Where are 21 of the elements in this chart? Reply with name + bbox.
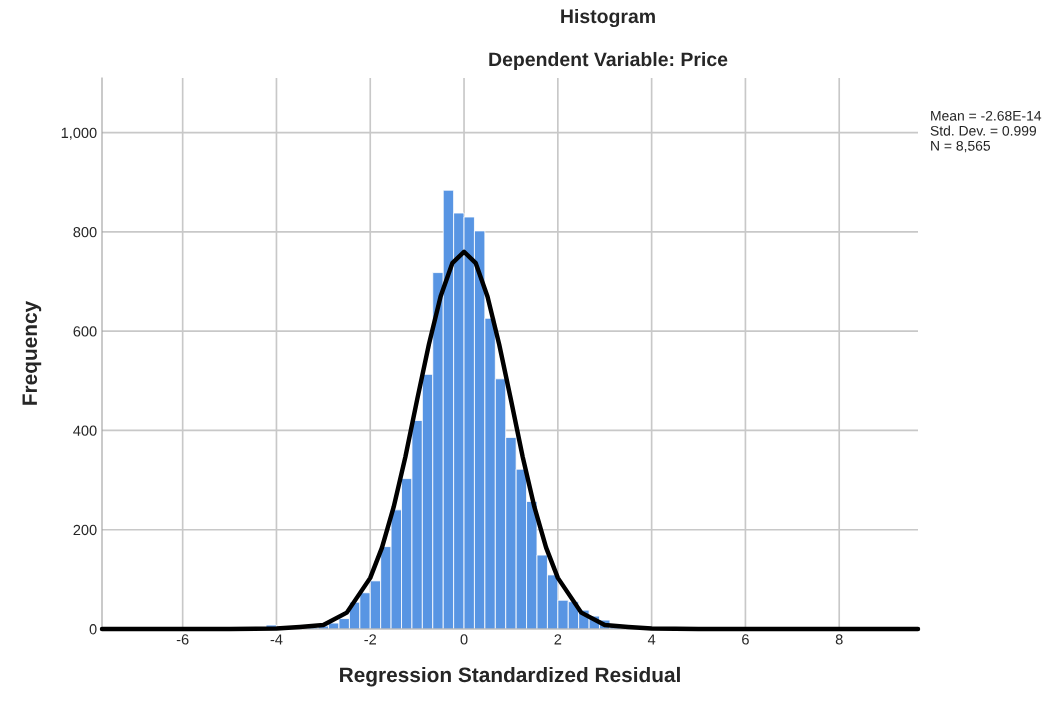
chart-subtitle: Dependent Variable: Price	[489, 51, 728, 71]
x-tick-label: 8	[835, 634, 843, 645]
y-tick-label: 200	[73, 524, 97, 536]
x-tick-label: -4	[270, 634, 283, 645]
y-axis-title: Frequency	[22, 300, 42, 405]
text: Mean = -2.68E-14	[931, 110, 1042, 121]
y-tick-label: 600	[73, 326, 97, 337]
x-tick-label: 6	[742, 634, 749, 645]
text: Std. Dev. = 0.999	[930, 125, 1037, 136]
x-tick-label: 0	[460, 634, 468, 645]
x-tick-label: -2	[364, 634, 376, 645]
y-tick-label: 1,000	[61, 127, 97, 140]
text: N = 8,565	[931, 140, 991, 153]
y-tick-label: 0	[89, 624, 97, 635]
x-tick-label: -6	[176, 634, 189, 645]
x-tick-label: 4	[647, 634, 656, 645]
chart-title: Histogram	[561, 8, 655, 28]
x-axis-title: Regression Standardized Residual	[340, 666, 680, 687]
x-tick-label: 2	[554, 634, 562, 645]
y-tick-label: 400	[73, 425, 97, 436]
y-tick-label: 800	[73, 226, 97, 238]
